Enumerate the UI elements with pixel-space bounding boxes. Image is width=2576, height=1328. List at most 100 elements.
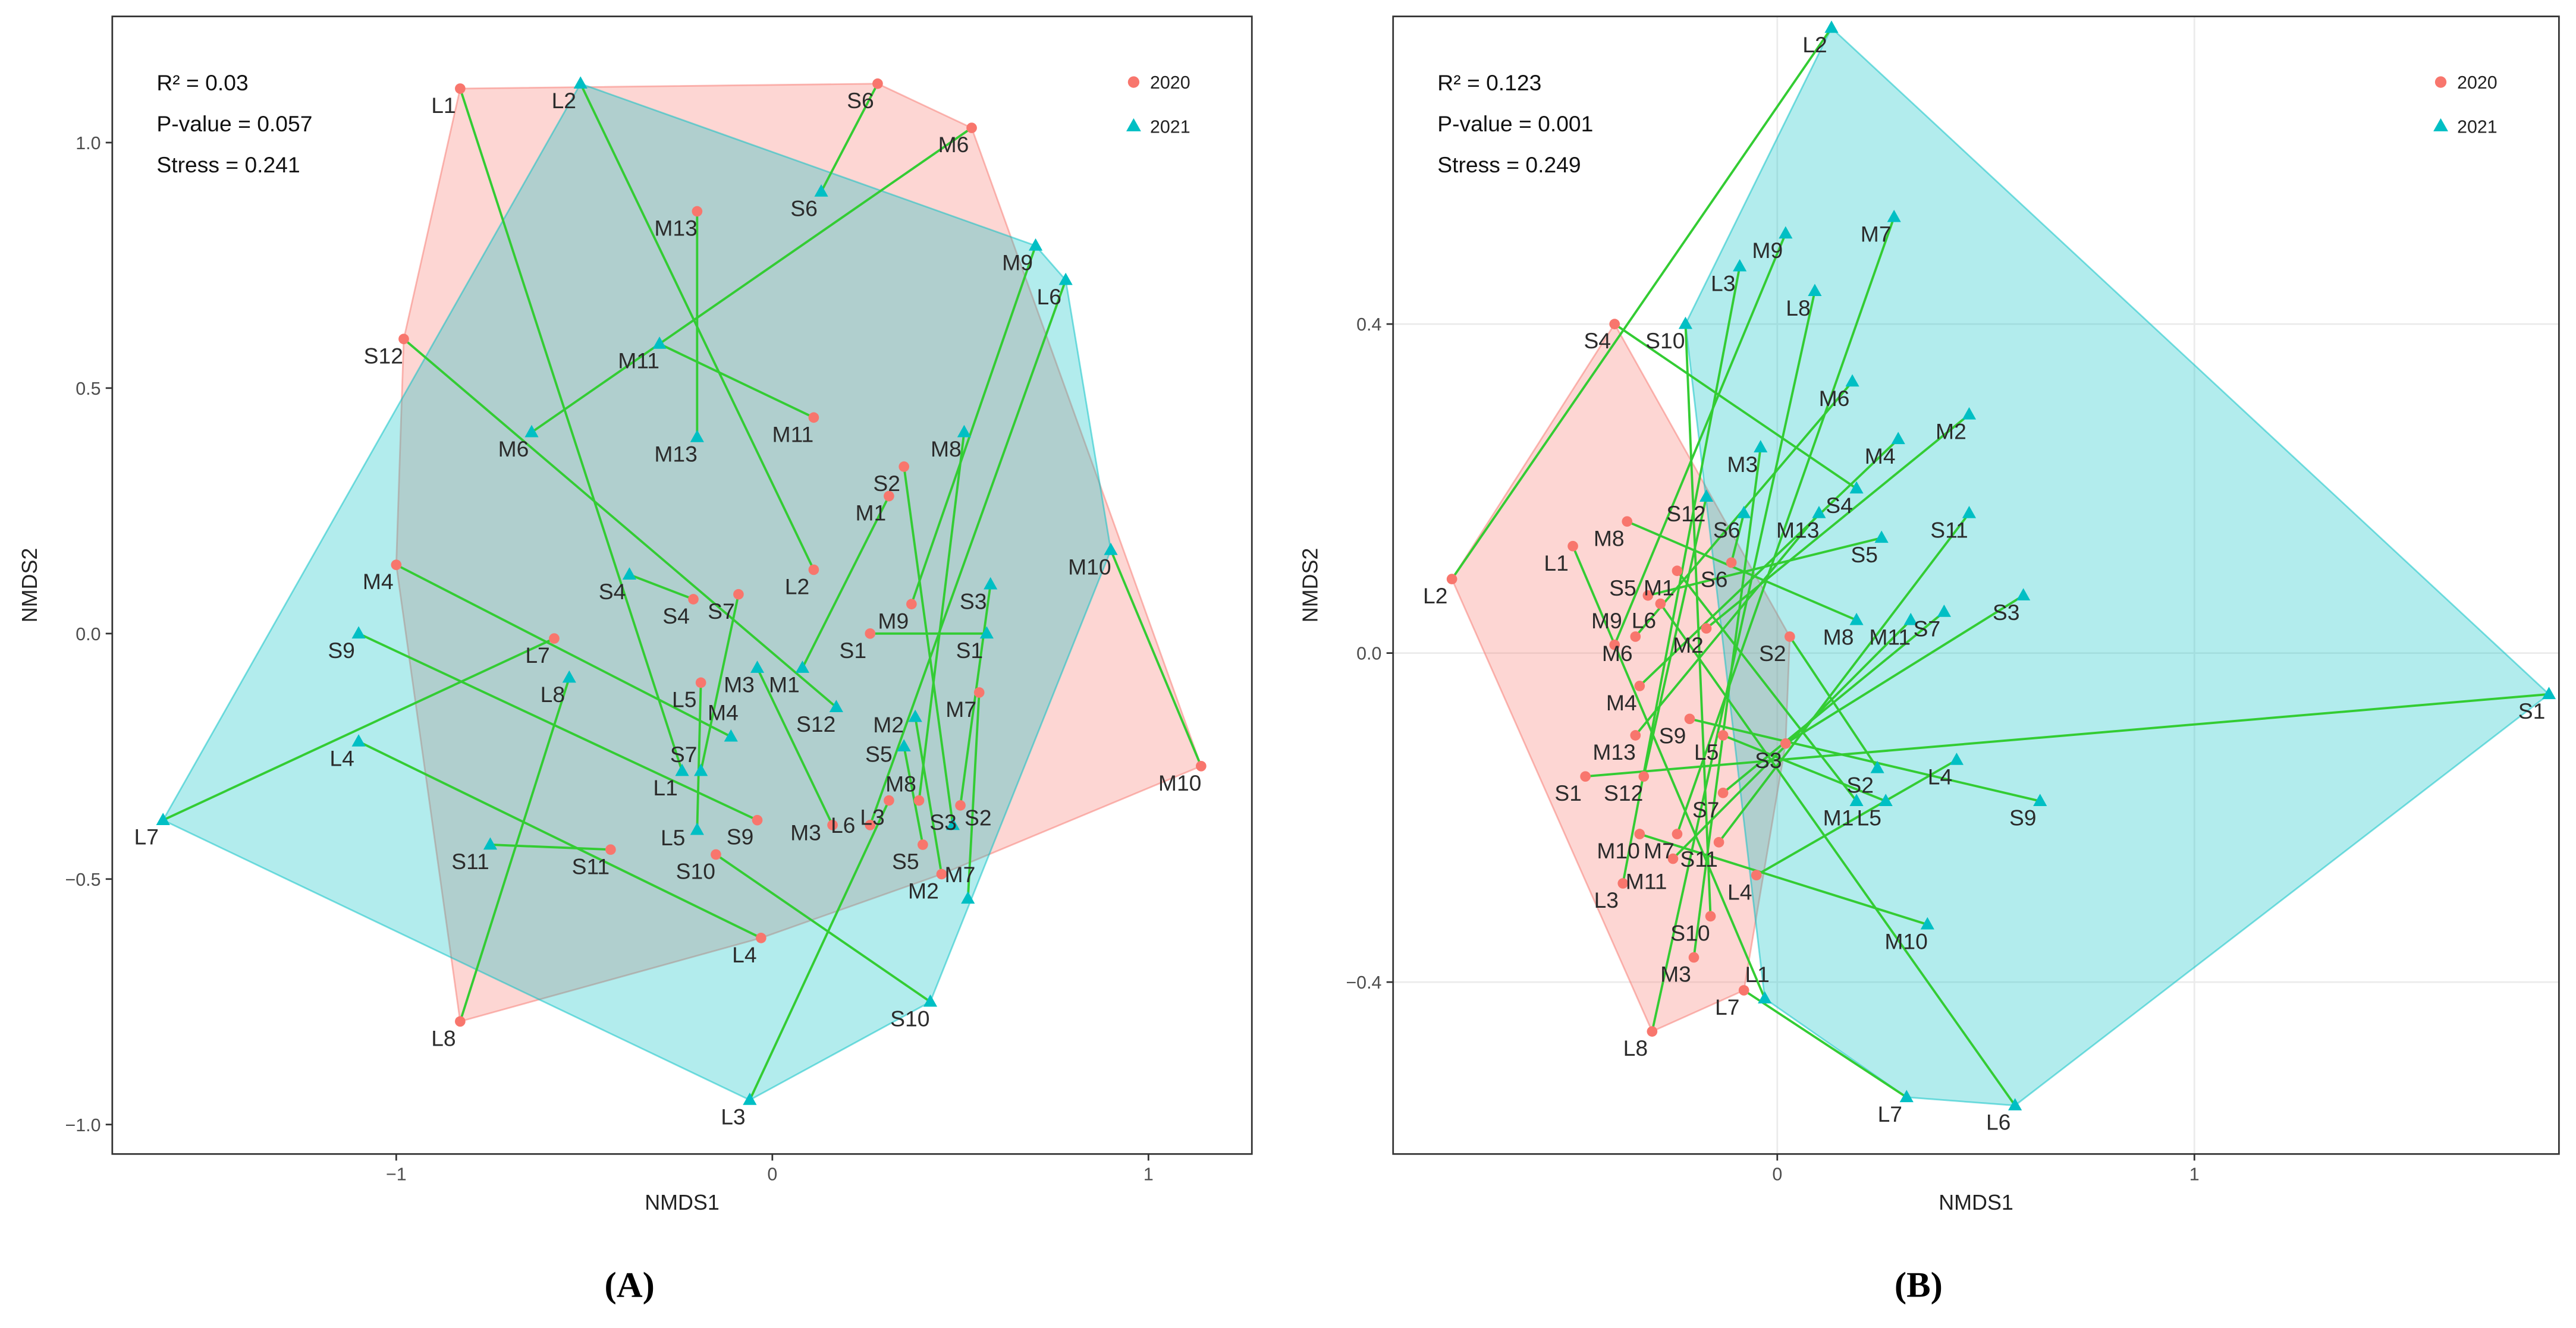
point-label: L5 xyxy=(661,825,685,850)
link-S7 xyxy=(699,594,740,772)
point-2021-L3 xyxy=(1733,259,1747,272)
point-label: M9 xyxy=(878,608,909,633)
point-label: M10 xyxy=(1597,838,1640,863)
y-tick-label: 1.0 xyxy=(76,134,100,153)
link-S12 xyxy=(403,338,837,709)
legend-triangle-icon xyxy=(2433,118,2448,131)
point-2021-S1 xyxy=(2542,687,2556,700)
point-2020-M4 xyxy=(1634,681,1645,691)
point-label: S11 xyxy=(572,854,610,879)
point-2020-L3 xyxy=(1617,878,1629,889)
point-2020-S5 xyxy=(1642,590,1654,601)
point-label: S12 xyxy=(1666,501,1705,526)
point-label: M10 xyxy=(1158,770,1202,795)
point-label: M2 xyxy=(908,879,939,904)
point-2021-M7 xyxy=(1887,209,1901,222)
link-L6 xyxy=(1659,603,2016,1106)
point-label: M3 xyxy=(1727,452,1758,477)
panel-label: (B) xyxy=(1895,1266,1943,1305)
point-2020-L5 xyxy=(1717,730,1729,741)
link-L1 xyxy=(1572,545,1766,999)
point-2020-S2 xyxy=(899,461,910,472)
point-label: M1 xyxy=(855,501,886,525)
point-label: S5 xyxy=(892,849,919,874)
point-2021-S6 xyxy=(814,184,828,197)
legend-label: 2020 xyxy=(1150,73,1190,93)
point-label: S2 xyxy=(1759,641,1786,666)
point-label: S11 xyxy=(1680,846,1718,871)
point-label: M1 xyxy=(1823,805,1854,830)
point-label: M9 xyxy=(1752,238,1783,263)
point-label: L3 xyxy=(1711,270,1735,295)
point-2021-M9 xyxy=(1779,226,1793,239)
link-M9 xyxy=(910,245,1037,605)
point-label: L7 xyxy=(134,825,159,849)
point-label: S2 xyxy=(873,471,900,496)
point-2020-L6 xyxy=(865,820,876,830)
point-label: M2 xyxy=(1673,632,1704,657)
x-tick-label: 1 xyxy=(1144,1165,1154,1184)
point-label: M11 xyxy=(1869,624,1911,649)
point-label: M6 xyxy=(1602,641,1633,666)
point-2021-M13 xyxy=(1812,505,1826,518)
point-2020-S10 xyxy=(1705,911,1716,922)
point-label: L1 xyxy=(1745,962,1769,987)
point-label: L4 xyxy=(329,746,354,771)
point-2020-M8 xyxy=(1622,516,1633,527)
stat-annotation: P-value = 0.057 xyxy=(156,111,312,136)
point-label: M13 xyxy=(1592,739,1635,764)
point-label: M1 xyxy=(769,672,800,697)
panel-b: 0 1 −0.4 0.0 0.4 NMDS1 NMDS2 R² = 0.123 P-value … xyxy=(1299,15,2560,1305)
point-label: M13 xyxy=(654,442,698,467)
panel-label: (A) xyxy=(604,1266,654,1305)
point-label: S4 xyxy=(1826,493,1853,518)
point-label: L6 xyxy=(1986,1110,2010,1135)
link-M1 xyxy=(801,495,890,669)
point-2021-L8 xyxy=(562,670,576,683)
link-S9 xyxy=(358,632,758,822)
point-2021-S4 xyxy=(622,567,637,580)
link-M2 xyxy=(914,716,943,874)
link-S12 xyxy=(1642,496,1708,777)
point-2020-S4 xyxy=(688,594,699,605)
point-label: S1 xyxy=(1554,781,1582,805)
point-2021-L4 xyxy=(1949,753,1964,765)
point-label: L6 xyxy=(1632,608,1656,633)
point-label: S3 xyxy=(960,589,987,613)
link-L7 xyxy=(1743,989,1908,1099)
link-M2 xyxy=(1705,413,1970,630)
point-label: L2 xyxy=(552,88,576,113)
point-2020-M9 xyxy=(1609,639,1620,650)
point-2020-M1 xyxy=(1672,565,1683,577)
point-2021-S3 xyxy=(2016,588,2031,601)
point-2021-L5 xyxy=(1878,794,1893,806)
point-label: S6 xyxy=(847,88,874,113)
point-label: M2 xyxy=(1936,418,1966,443)
point-label: M11 xyxy=(772,421,814,446)
point-label: M4 xyxy=(1606,690,1637,715)
link-S10 xyxy=(1684,324,1712,917)
point-2021-L8 xyxy=(1808,284,1822,297)
link-S6 xyxy=(820,83,879,193)
point-2021-S10 xyxy=(1678,316,1693,329)
link-S9 xyxy=(1689,718,2041,803)
point-2021-S3 xyxy=(984,577,998,590)
point-2020-L7 xyxy=(549,633,560,644)
point-label: L1 xyxy=(653,775,677,800)
plot-frame xyxy=(111,15,1253,1155)
link-L8 xyxy=(459,677,571,1022)
y-tick-label: −0.4 xyxy=(1346,973,1381,993)
link-L5 xyxy=(1722,734,1886,803)
point-2021-S2 xyxy=(1870,760,1884,773)
point-2020-S1 xyxy=(865,628,876,639)
link-M8 xyxy=(1626,520,1857,622)
point-label: S9 xyxy=(1659,723,1686,748)
point-label: M7 xyxy=(1861,221,1892,246)
point-label: L1 xyxy=(431,93,455,118)
point-2021-M10 xyxy=(1104,542,1118,555)
point-2021-S7 xyxy=(694,763,708,776)
point-2021-M13 xyxy=(690,430,704,442)
point-label: S6 xyxy=(790,196,818,221)
panel-a: −1 0 1 −1.0 −0.5 0.0 0.5 1.0 NMDS1 NMDS2 R² = 0.03… xyxy=(18,15,1253,1305)
